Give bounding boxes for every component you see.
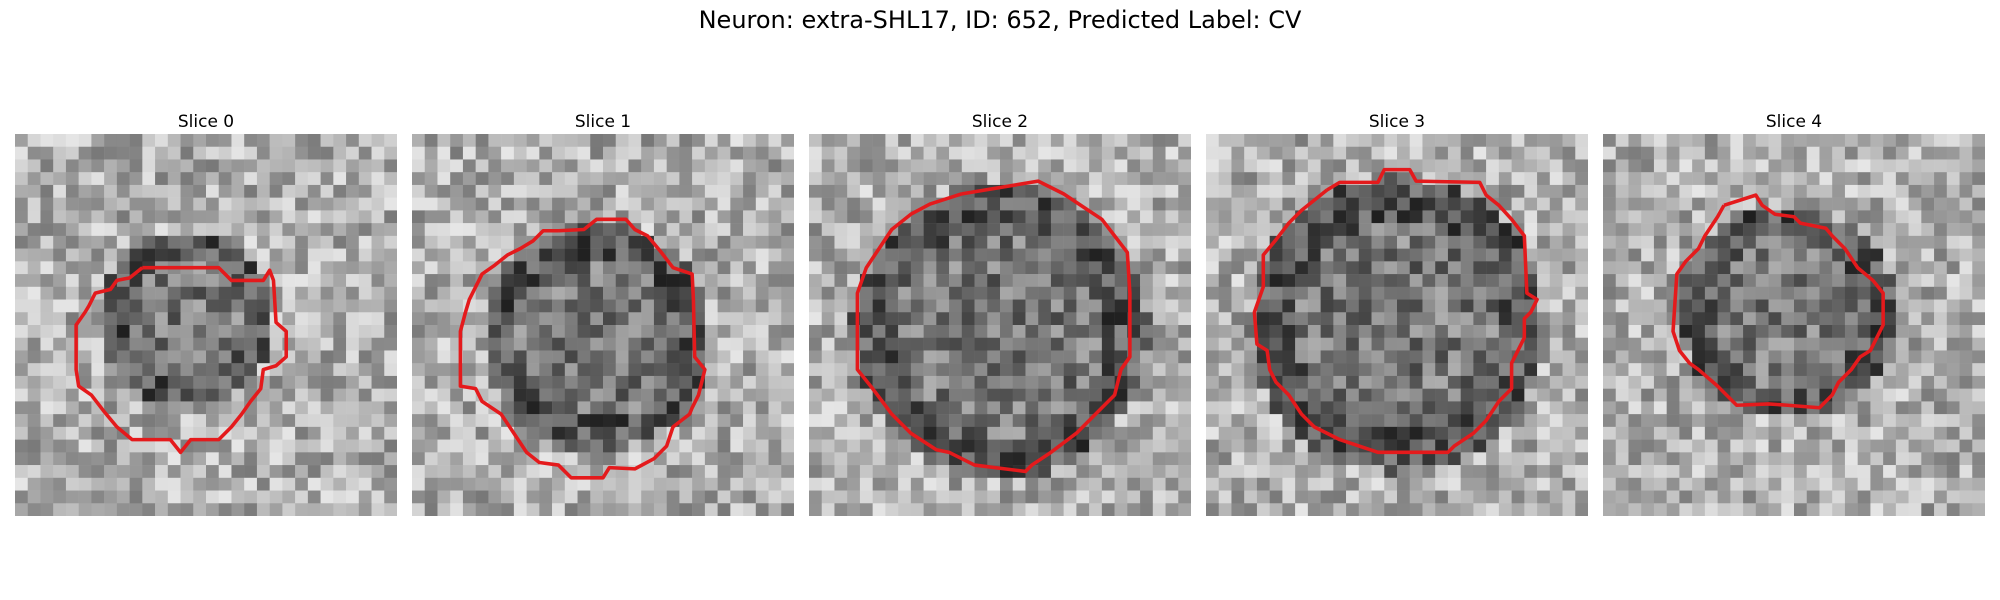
slice-panel-4: Slice 4 <box>1603 110 1985 516</box>
segmentation-contour <box>1252 167 1539 455</box>
slice-image-2 <box>809 134 1191 516</box>
slice-title-0: Slice 0 <box>177 112 235 132</box>
slice-image-3 <box>1206 134 1588 516</box>
slice-panel-0: Slice 0 <box>15 110 397 516</box>
slice-title-4: Slice 4 <box>1765 112 1823 132</box>
figure-title: Neuron: extra-SHL17, ID: 652, Predicted … <box>698 6 1302 34</box>
slice-image-0 <box>15 134 397 516</box>
slice-panel-2: Slice 2 <box>809 110 1191 516</box>
grayscale-pixel-grid <box>1206 134 1588 516</box>
segmentation-contour <box>1671 193 1885 410</box>
segmentation-contour <box>855 179 1132 474</box>
slice-image-4 <box>1603 134 1985 516</box>
segmentation-contour <box>74 265 289 455</box>
grayscale-pixel-grid <box>412 134 794 516</box>
grayscale-pixel-grid <box>15 134 397 516</box>
slice-title-1: Slice 1 <box>574 112 632 132</box>
slice-image-1 <box>412 134 794 516</box>
slice-title-2: Slice 2 <box>971 112 1029 132</box>
slice-panel-1: Slice 1 <box>412 110 794 516</box>
slice-title-3: Slice 3 <box>1368 112 1426 132</box>
segmentation-contour <box>458 217 707 480</box>
grayscale-pixel-grid <box>809 134 1191 516</box>
grayscale-pixel-grid <box>1603 134 1985 516</box>
slice-panel-3: Slice 3 <box>1206 110 1588 516</box>
